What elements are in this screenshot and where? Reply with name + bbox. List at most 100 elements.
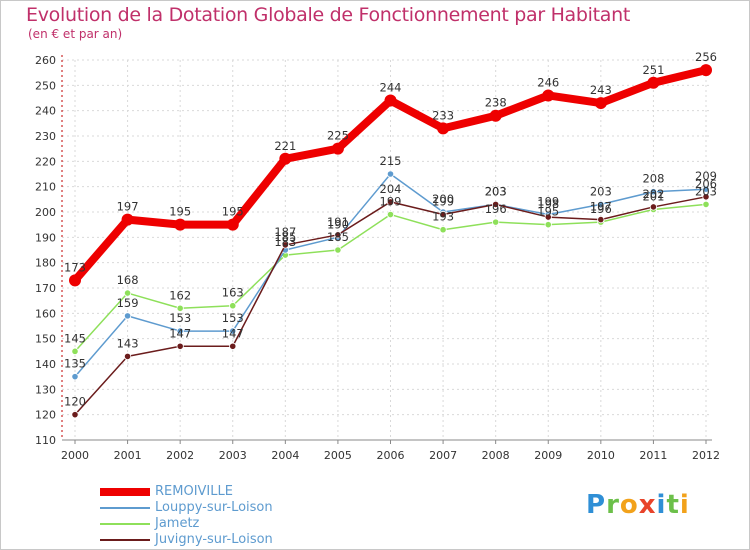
data-label: 187 (274, 225, 296, 239)
legend-item-juvigny: Juvigny-sur-Loison (100, 532, 360, 548)
legend-label-louppy: Louppy-sur-Loison (155, 500, 273, 515)
y-tick-label: 240 (35, 105, 56, 118)
data-label: 203 (485, 184, 507, 198)
data-point (542, 89, 555, 102)
y-tick-label: 110 (35, 434, 56, 447)
x-tick-label: 2006 (377, 449, 405, 462)
data-point (229, 302, 237, 310)
x-tick-label: 2011 (639, 449, 667, 462)
data-label: 203 (590, 184, 612, 198)
data-point (386, 210, 395, 219)
data-point (544, 213, 552, 221)
data-label: 147 (222, 326, 244, 340)
data-point (71, 347, 79, 355)
x-tick-label: 2003 (219, 449, 247, 462)
data-point (71, 411, 79, 419)
legend-swatch-louppy (100, 507, 150, 509)
data-point (700, 64, 712, 77)
data-label: 153 (222, 311, 244, 325)
y-tick-label: 150 (35, 333, 56, 346)
x-tick-label: 2009 (534, 449, 562, 462)
data-label: 193 (432, 210, 454, 224)
data-label: 120 (64, 395, 86, 409)
data-label: 204 (380, 182, 402, 196)
legend-label-juvigny: Juvigny-sur-Loison (155, 532, 273, 547)
data-label: 195 (169, 205, 191, 219)
data-point (597, 216, 605, 224)
data-label: 163 (222, 286, 244, 300)
legend-label-remoiville: REMOIVILLE (155, 484, 233, 499)
chart-title: Evolution de la Dotation Globale de Fonc… (26, 4, 631, 26)
data-label: 244 (380, 81, 402, 95)
y-tick-label: 130 (35, 383, 56, 396)
data-point (702, 193, 710, 201)
logo-letter: t (666, 490, 680, 520)
data-label: 190 (327, 217, 349, 231)
data-point (334, 231, 342, 239)
y-tick-label: 200 (35, 206, 56, 219)
data-label: 215 (380, 154, 402, 168)
data-point (489, 109, 502, 122)
y-tick-label: 160 (35, 307, 56, 320)
data-label: 195 (222, 205, 244, 219)
data-label: 201 (642, 189, 664, 203)
y-tick-label: 190 (35, 231, 56, 244)
data-point (331, 142, 344, 155)
data-point (649, 188, 658, 196)
logo-letter: o (619, 490, 639, 520)
data-label: 256 (695, 50, 717, 64)
y-tick-label: 170 (35, 282, 56, 295)
data-point (439, 210, 447, 219)
y-tick-label: 180 (35, 257, 56, 270)
data-label: 246 (537, 75, 559, 89)
x-tick-label: 2012 (692, 449, 720, 462)
data-label: 208 (642, 172, 664, 186)
data-point (649, 203, 658, 211)
proxiti-logo: Proxiti (586, 490, 690, 520)
data-point (281, 241, 289, 249)
x-tick-label: 2008 (482, 449, 510, 462)
data-point (594, 97, 607, 110)
data-label: 251 (642, 63, 664, 77)
data-point (386, 170, 395, 178)
data-label: 243 (590, 83, 612, 97)
logo-letter: r (606, 490, 620, 520)
data-label: 233 (432, 108, 454, 122)
data-point (334, 246, 342, 254)
y-tick-label: 210 (35, 181, 56, 194)
data-point (439, 226, 447, 234)
x-tick-label: 2010 (587, 449, 615, 462)
legend-swatch-juvigny (100, 539, 150, 541)
data-label: 197 (590, 200, 612, 214)
data-point (279, 152, 292, 165)
legend-item-remoiville: REMOIVILLE (100, 484, 360, 500)
y-tick-label: 260 (35, 54, 56, 67)
data-point (123, 312, 132, 320)
data-label: 206 (695, 177, 717, 191)
logo-letter: i (656, 490, 667, 520)
y-tick-label: 120 (35, 409, 56, 422)
data-point (492, 218, 500, 226)
data-label: 199 (380, 195, 402, 209)
data-label: 225 (327, 129, 349, 143)
data-point (492, 200, 500, 208)
data-point (176, 327, 184, 335)
data-label: 203 (485, 184, 507, 198)
data-label: 199 (432, 195, 454, 209)
x-tick-label: 2004 (271, 449, 299, 462)
data-label: 183 (274, 235, 296, 249)
data-label: 199 (537, 195, 559, 209)
data-point (71, 373, 79, 381)
data-label: 200 (432, 192, 454, 206)
data-label: 221 (274, 139, 296, 153)
data-point (176, 342, 184, 350)
data-label: 173 (64, 260, 86, 274)
legend-swatch-remoiville (100, 488, 150, 496)
data-label: 197 (117, 200, 139, 214)
x-tick-label: 2002 (166, 449, 194, 462)
data-label: 147 (169, 326, 191, 340)
y-tick-label: 140 (35, 358, 56, 371)
logo-letter: i (679, 490, 690, 520)
data-point (123, 352, 132, 360)
